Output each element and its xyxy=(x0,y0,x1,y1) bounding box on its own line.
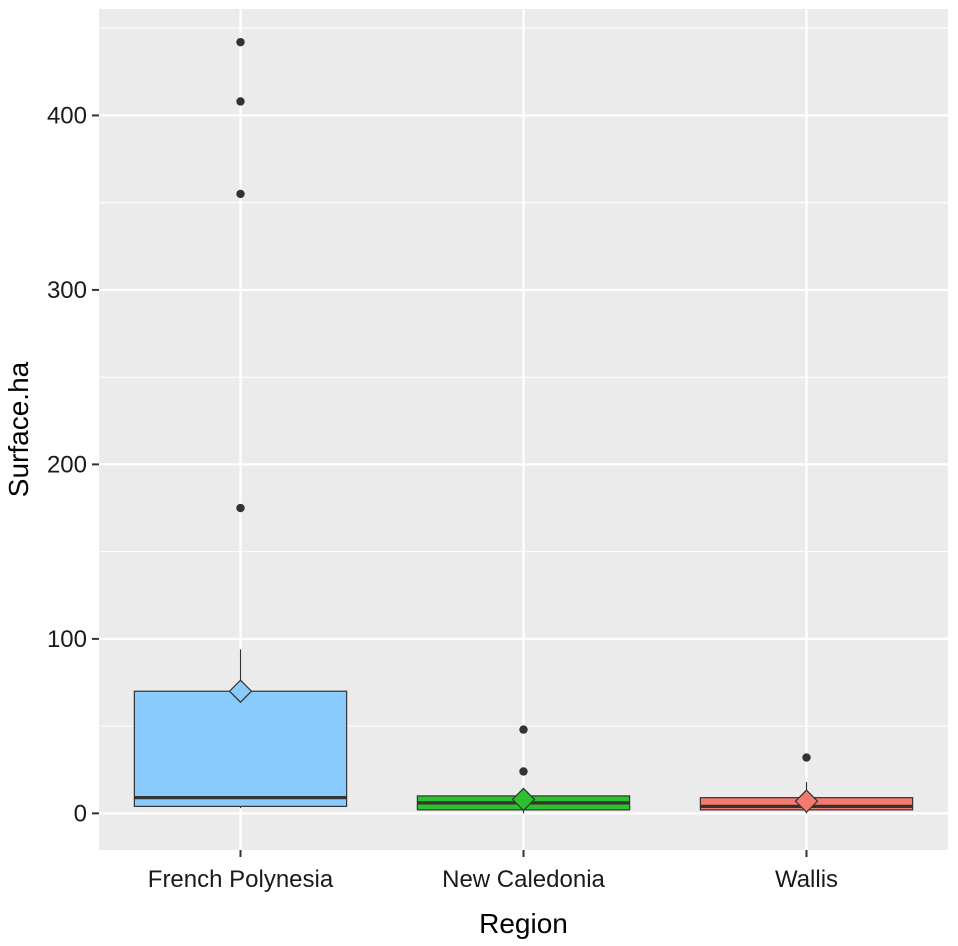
outlier-point xyxy=(519,767,528,776)
x-tick-label: New Caledonia xyxy=(442,866,605,893)
y-tick-label: 300 xyxy=(47,277,87,304)
y-axis: 0 100 200 300 400 xyxy=(47,102,99,827)
outlier-point xyxy=(236,189,245,199)
outlier-point xyxy=(519,725,528,734)
mean-marker xyxy=(511,787,536,812)
box xyxy=(133,690,348,807)
outlier-point xyxy=(236,37,245,47)
outlier-point xyxy=(236,503,245,513)
box-group xyxy=(416,725,631,814)
boxes xyxy=(133,37,914,814)
box-group xyxy=(133,37,348,809)
y-tick-label: 0 xyxy=(74,800,87,827)
x-tick-label: Wallis xyxy=(775,866,838,893)
y-tick-label: 400 xyxy=(47,102,87,129)
outlier-point xyxy=(236,97,245,106)
y-tick-label: 200 xyxy=(47,451,87,478)
mean-marker xyxy=(228,679,253,704)
y-axis-title: Surface.ha xyxy=(3,361,34,497)
outlier-point xyxy=(802,753,811,762)
y-tick-label: 100 xyxy=(47,626,87,653)
x-axis: French Polynesia New Caledonia Wallis xyxy=(148,850,838,893)
mean-marker xyxy=(794,789,819,813)
x-tick-label: French Polynesia xyxy=(148,866,334,893)
x-axis-title: Region xyxy=(479,908,568,939)
box-group xyxy=(699,753,914,814)
